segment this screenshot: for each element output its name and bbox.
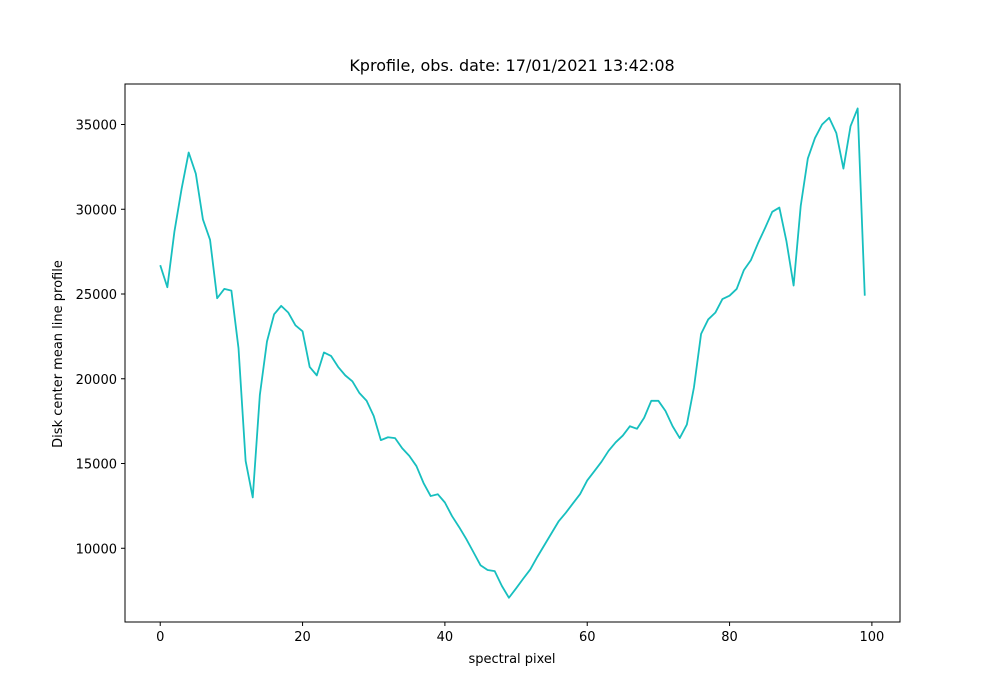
x-axis-label: spectral pixel: [468, 652, 555, 667]
y-tick-label: 15000: [76, 458, 117, 473]
x-tick-label: 60: [579, 630, 596, 645]
data-line: [159, 107, 866, 599]
y-axis-label: Disk center mean line profile: [51, 260, 66, 448]
y-tick-label: 10000: [76, 542, 117, 557]
x-tick-label: 40: [437, 630, 454, 645]
x-tick-label: 80: [721, 630, 738, 645]
x-tick-label: 0: [156, 630, 164, 645]
chart-title: Kprofile, obs. date: 17/01/2021 13:42:08: [349, 56, 674, 75]
y-tick-label: 30000: [76, 203, 117, 218]
x-tick-label: 20: [294, 630, 311, 645]
plot-frame: [124, 83, 901, 623]
y-tick-label: 35000: [76, 119, 117, 134]
x-tick-label: 100: [859, 630, 884, 645]
y-tick-label: 25000: [76, 288, 117, 303]
y-tick-label: 20000: [76, 373, 117, 388]
